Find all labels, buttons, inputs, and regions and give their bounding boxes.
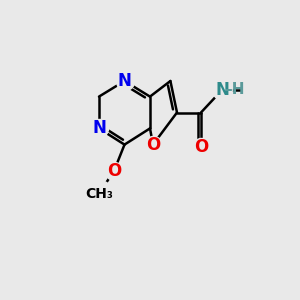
Text: O: O <box>146 136 160 154</box>
Text: O: O <box>107 162 121 180</box>
Text: –H: –H <box>224 82 245 98</box>
Text: N: N <box>118 72 131 90</box>
Text: CH₃: CH₃ <box>85 187 113 200</box>
Text: N: N <box>92 119 106 137</box>
Text: O: O <box>194 138 208 156</box>
Text: N: N <box>215 81 229 99</box>
